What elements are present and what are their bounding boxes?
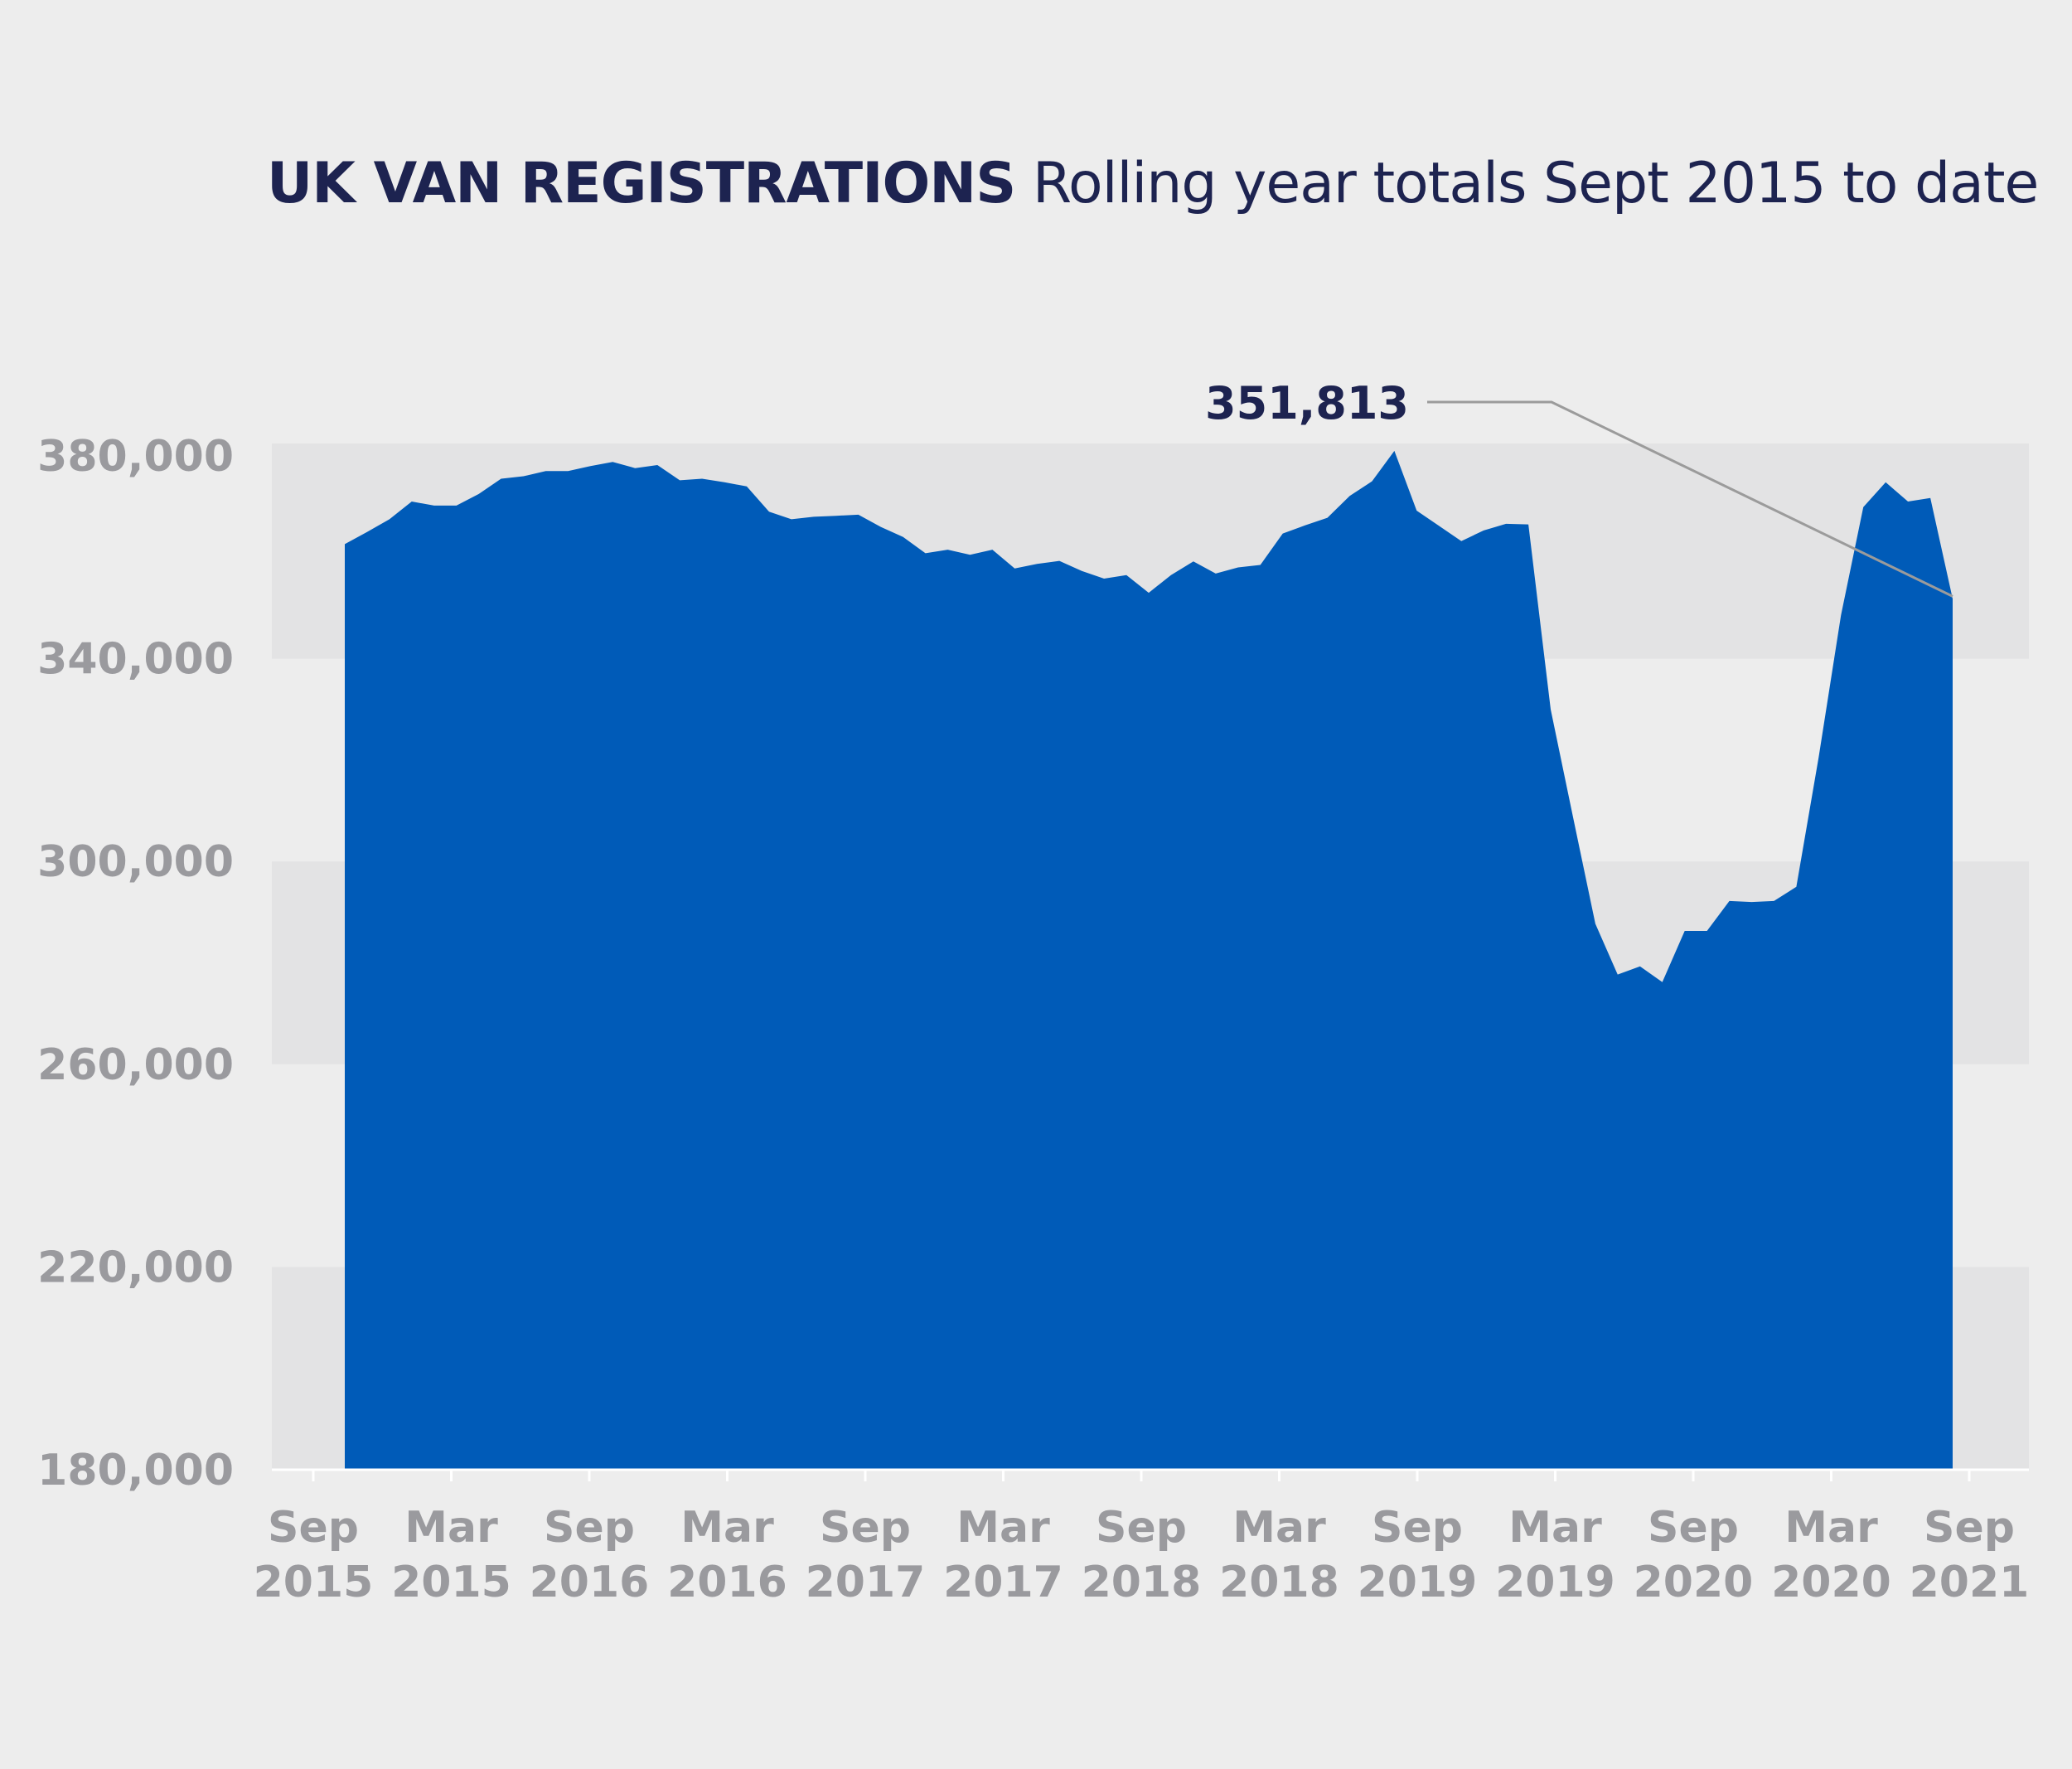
x-tick-label-month: Sep <box>1096 1503 1187 1553</box>
x-tick-label-year: 2020 <box>1634 1558 1754 1607</box>
x-tick-label-year: 2019 <box>1495 1558 1615 1607</box>
title-bold: UK VAN REGISTRATIONS <box>267 151 1016 216</box>
plot-area <box>345 450 1953 1470</box>
x-tick-label-month: Mar <box>1232 1503 1326 1553</box>
chart-subtitle: Rolling year totals Sept 2015 to date <box>1032 151 2040 216</box>
x-tick-label-year: 2018 <box>1219 1558 1339 1607</box>
x-tick-label-month: Mar <box>404 1503 498 1553</box>
y-tick-label: 340,000 <box>37 635 234 685</box>
x-tick-label-year: 2016 <box>667 1558 787 1607</box>
series-area <box>345 450 1953 1470</box>
x-tick-label-year: 2016 <box>530 1558 650 1607</box>
x-tick-label-year: 2021 <box>1910 1558 2030 1607</box>
y-tick-label: 220,000 <box>37 1243 234 1292</box>
x-tick-label-month: Sep <box>1924 1503 2015 1553</box>
x-tick-label-month: Sep <box>544 1503 635 1553</box>
y-tick-label: 180,000 <box>37 1446 234 1495</box>
x-tick-label-month: Mar <box>680 1503 774 1553</box>
y-tick-label: 300,000 <box>37 837 234 887</box>
annotations: 351,813 <box>1205 377 1953 598</box>
x-tick-label-month: Sep <box>820 1503 911 1553</box>
x-tick-label-year: 2017 <box>943 1558 1063 1607</box>
y-tick-label: 380,000 <box>37 432 234 482</box>
x-tick-label-month: Mar <box>1784 1503 1878 1553</box>
x-tick-label-year: 2015 <box>391 1558 511 1607</box>
x-tick-label-year: 2015 <box>254 1558 374 1607</box>
annotation-label: 351,813 <box>1205 377 1409 429</box>
x-tick-label-month: Mar <box>1508 1503 1602 1553</box>
x-tick-label-year: 2020 <box>1771 1558 1891 1607</box>
x-tick-label-year: 2017 <box>806 1558 926 1607</box>
chart-title: UK VAN REGISTRATIONS Rolling year totals… <box>267 151 2040 216</box>
x-tick-label-year: 2019 <box>1358 1558 1478 1607</box>
x-tick-label-month: Mar <box>956 1503 1050 1553</box>
y-tick-label: 260,000 <box>37 1040 234 1090</box>
x-tick-label-year: 2018 <box>1082 1558 1202 1607</box>
x-tick-label-month: Sep <box>1372 1503 1463 1553</box>
axes: 180,000 220,000 260,000 300,000 340,000 380,0… <box>37 432 2029 1607</box>
annotation-leader-line <box>1427 400 1953 598</box>
x-tick-label-month: Sep <box>1648 1503 1739 1553</box>
x-tick-label-month: Sep <box>268 1503 359 1553</box>
